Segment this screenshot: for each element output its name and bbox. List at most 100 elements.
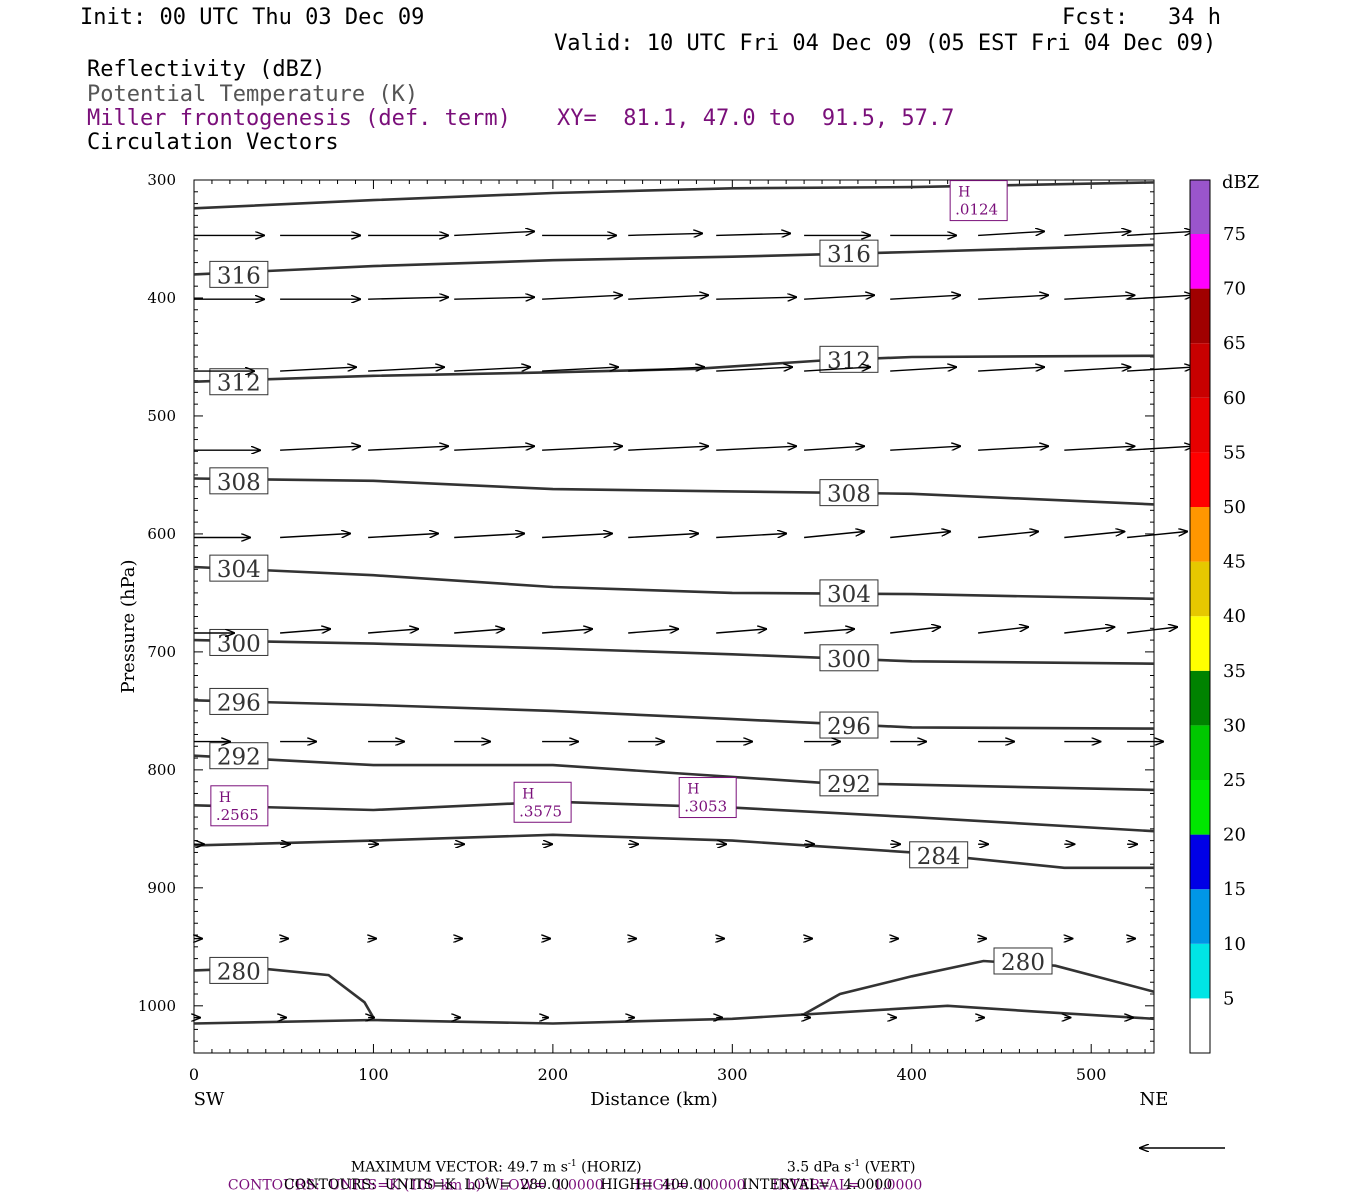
circulation-vector <box>1064 367 1130 372</box>
field-reflectivity: Reflectivity (dBZ) <box>87 57 326 82</box>
circulation-vector <box>454 629 504 633</box>
contours-frontogenesis-line: CONTOURS: UNITS=K (100 km h)-1 LOW= 1.00… <box>219 1158 922 1194</box>
max-vector-vert-line: 3.5 dPa s-1 (VERT) <box>778 1140 916 1176</box>
y-tick-label: 400 <box>147 289 176 307</box>
colorbar-segment <box>1190 943 1210 999</box>
circulation-vector <box>454 297 534 299</box>
circulation-vector <box>628 367 704 372</box>
circulation-vector <box>1064 532 1124 539</box>
theta-label: 308 <box>827 482 871 508</box>
colorbar-label: 70 <box>1223 279 1246 300</box>
frontogenesis-max-value: .0124 <box>955 201 998 219</box>
colorbar-segment <box>1190 834 1210 890</box>
max-vector-vert: 3.5 dPa s <box>786 1159 852 1176</box>
circulation-vector <box>628 629 678 633</box>
theta-contour <box>193 800 1155 833</box>
circulation-vector <box>1064 446 1134 451</box>
circulation-vector <box>628 534 698 539</box>
circulation-vector <box>542 446 622 451</box>
theta-label-box <box>819 644 879 672</box>
theta-label: 304 <box>827 582 871 608</box>
circulation-vector <box>368 446 448 451</box>
x-tick-label: 300 <box>717 1065 748 1084</box>
frontogenesis-max-box <box>678 777 737 819</box>
x-left-label: SW <box>194 1089 225 1110</box>
theta-label-box <box>209 554 269 582</box>
colorbar-segment <box>1190 507 1210 562</box>
circulation-vector <box>978 446 1048 451</box>
colorbar-segment <box>1190 452 1210 507</box>
x-tick-label: 400 <box>896 1065 927 1084</box>
circulation-vector <box>628 233 702 235</box>
circulation-vector <box>368 367 444 372</box>
colorbar-unit: dBZ <box>1222 172 1259 193</box>
colorbar-segment <box>1190 179 1210 234</box>
theta-label: 296 <box>217 690 261 716</box>
colorbar-segment <box>1190 616 1210 671</box>
circulation-vector <box>890 295 960 300</box>
frontogenesis-max-box <box>210 785 269 827</box>
circulation-vector <box>978 532 1038 539</box>
frontogenesis-max-value: .3575 <box>519 802 562 820</box>
frontogenesis-max-value: .2565 <box>216 806 259 824</box>
frontogenesis-max-letter: H <box>958 185 970 201</box>
circulation-vector <box>1127 295 1193 300</box>
plot-frame <box>193 179 1155 1054</box>
circulation-vector <box>280 534 350 539</box>
circulation-vector <box>1127 367 1193 372</box>
theta-label: 316 <box>217 263 261 289</box>
circulation-vector <box>454 231 534 237</box>
theta-contour <box>193 1004 1155 1025</box>
theta-label-box <box>819 239 879 267</box>
x-axis-label: Distance (km) <box>590 1089 717 1110</box>
colorbar-label: 15 <box>1223 879 1246 900</box>
circulation-vector <box>978 295 1048 300</box>
init-time: Init: 00 UTC Thu 03 Dec 09 <box>80 5 425 30</box>
frontogenesis-max-box <box>949 180 1008 222</box>
y-tick-label: 500 <box>147 407 176 425</box>
colorbar-label: 55 <box>1223 442 1246 463</box>
y-tick-label: 600 <box>147 525 176 543</box>
circulation-vector <box>542 367 618 372</box>
max-vector-vert-unit: (VERT) <box>864 1159 916 1176</box>
max-vector-horiz: 49.7 m s <box>507 1159 568 1176</box>
circulation-vector <box>804 446 864 451</box>
theta-label-box <box>993 947 1053 975</box>
circulation-vector <box>1064 295 1134 300</box>
theta-contour <box>193 699 1155 730</box>
colorbar-label: 60 <box>1223 388 1246 409</box>
circulation-vector <box>628 446 708 451</box>
circulation-vector <box>716 233 790 235</box>
forecast-hour: Fcst: 34 h <box>1062 5 1221 30</box>
circulation-vector <box>368 534 438 539</box>
colorbar-segment <box>1190 234 1210 289</box>
theta-label: 284 <box>917 844 961 870</box>
theta-label-box <box>209 260 269 288</box>
theta-label: 316 <box>827 242 871 268</box>
colorbar-label: 20 <box>1223 825 1246 846</box>
theta-label: 300 <box>217 631 261 657</box>
theta-label: 308 <box>217 470 261 496</box>
colorbar-label: 35 <box>1223 661 1246 682</box>
theta-label-box <box>209 956 269 984</box>
theta-label: 300 <box>827 647 871 673</box>
circulation-vector <box>890 446 960 451</box>
max-vector-horiz-unit: (HORIZ) <box>581 1159 642 1176</box>
circulation-vector <box>978 231 1044 237</box>
max-vector-vert-exp: -1 <box>851 1159 861 1169</box>
circulation-vector <box>454 446 534 451</box>
circulation-vector <box>542 534 612 539</box>
colorbar-label: 50 <box>1223 497 1246 518</box>
theta-label-box <box>209 368 269 396</box>
theta-label-box <box>209 687 269 715</box>
circulation-vector <box>1127 446 1193 451</box>
circulation-vector <box>368 629 418 633</box>
circulation-vector <box>978 627 1028 634</box>
contours-frontogenesis: CONTOURS: UNITS=K (100 km h) <box>227 1177 482 1194</box>
theta-label-box <box>909 841 969 869</box>
theta-label: 296 <box>827 714 871 740</box>
frontogenesis-max-box <box>513 781 572 823</box>
circulation-vector <box>454 367 530 372</box>
theta-contour <box>193 833 1154 870</box>
circulation-vector <box>280 629 330 633</box>
